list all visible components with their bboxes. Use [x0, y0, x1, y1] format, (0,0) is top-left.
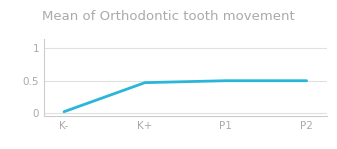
- Mean: [224, 80, 228, 82]
- Mean: [143, 82, 147, 84]
- Mean: [305, 80, 309, 82]
- Text: Mean of Orthodontic tooth movement: Mean of Orthodontic tooth movement: [42, 10, 295, 23]
- Mean: [62, 111, 66, 113]
- Line: Mean: Mean: [64, 81, 307, 112]
